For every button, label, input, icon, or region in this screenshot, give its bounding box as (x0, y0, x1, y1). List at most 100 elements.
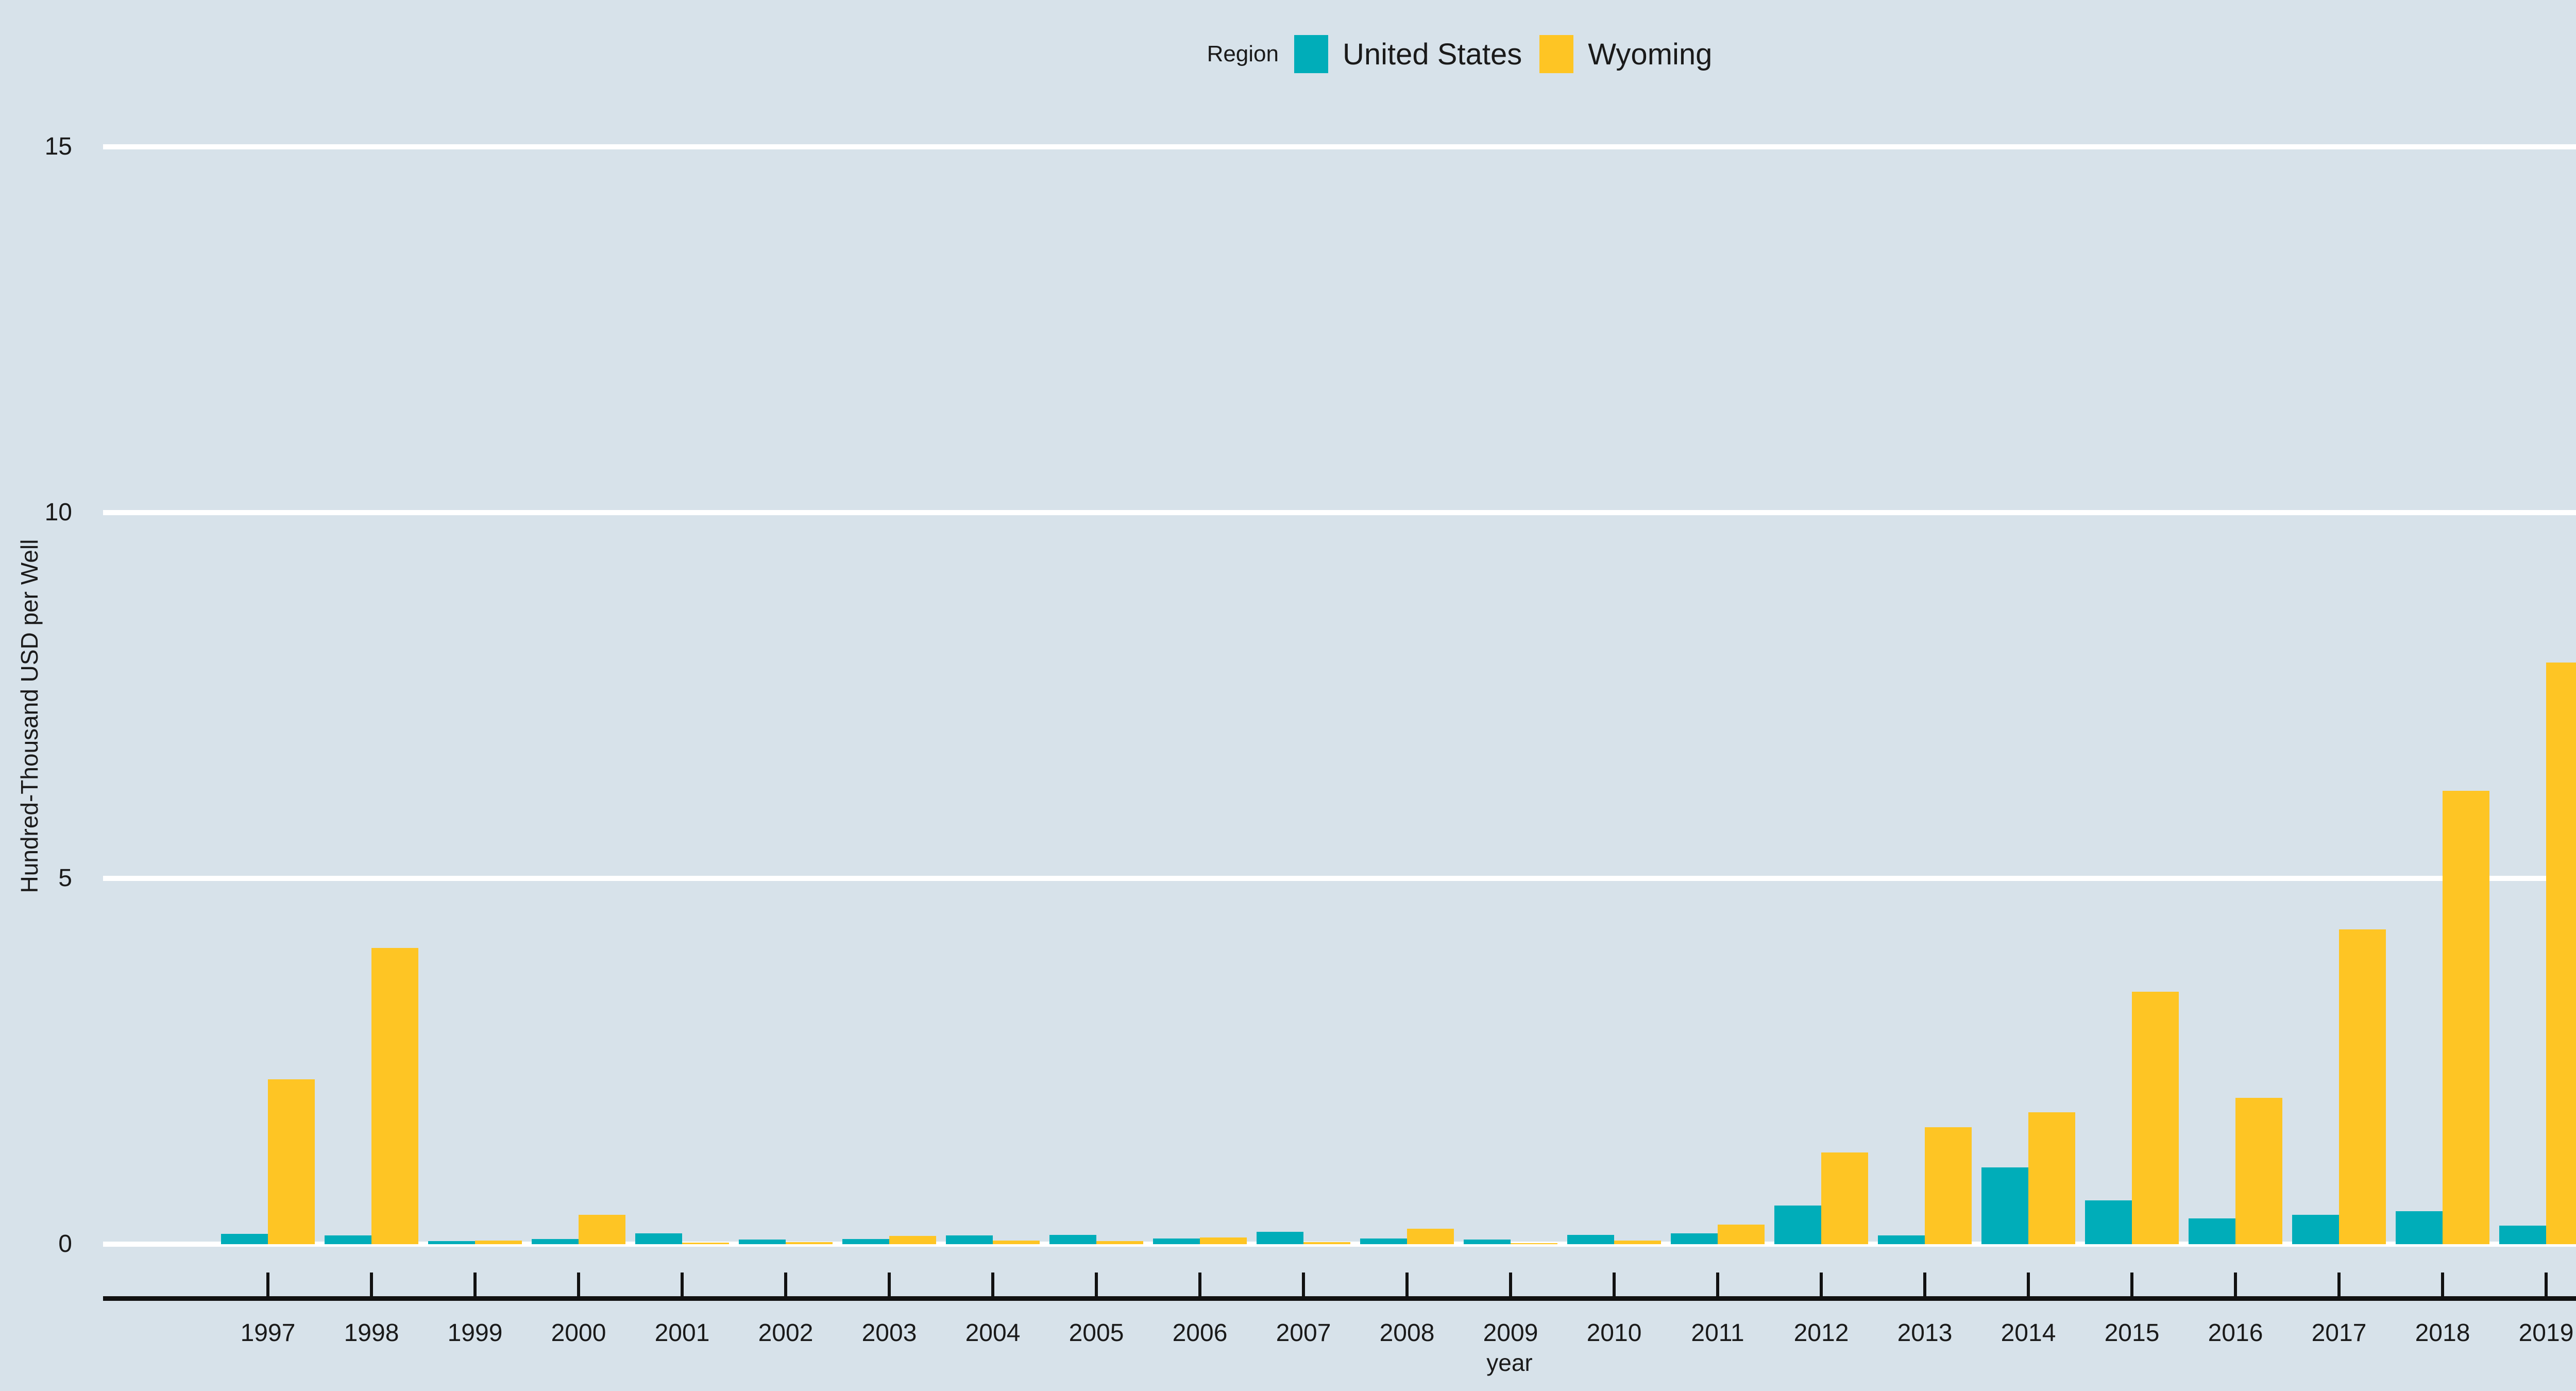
bar-1998-united-states (325, 1235, 371, 1244)
legend-item-wyoming: Wyoming (1539, 35, 1712, 73)
x-tick-2001 (681, 1273, 684, 1296)
x-tick-label-2006: 2006 (1172, 1319, 1228, 1347)
legend-title: Region (1207, 41, 1279, 66)
bar-2001-wyoming (682, 1243, 729, 1244)
x-tick-2017 (2337, 1273, 2341, 1296)
x-tick-label-1997: 1997 (240, 1319, 296, 1347)
x-tick-label-2011: 2011 (1691, 1319, 1744, 1347)
x-tick-2009 (1509, 1273, 1512, 1296)
bar-1999-wyoming (475, 1241, 522, 1244)
y-tick-label-0: 0 (58, 1230, 72, 1258)
x-tick-2000 (577, 1273, 580, 1296)
bar-2013-united-states (1878, 1235, 1925, 1244)
bar-2005-wyoming (1096, 1241, 1143, 1244)
y-tick-label-15: 15 (44, 133, 72, 160)
bar-2002-united-states (739, 1240, 786, 1244)
y-axis-title: Hundred-Thousand USD per Well (16, 539, 43, 893)
x-tick-label-2019: 2019 (2518, 1319, 2574, 1347)
x-tick-2004 (991, 1273, 994, 1296)
bar-2018-wyoming (2443, 791, 2489, 1244)
x-tick-label-2007: 2007 (1276, 1319, 1331, 1347)
bar-2000-united-states (532, 1239, 579, 1244)
x-tick-label-1998: 1998 (344, 1319, 399, 1347)
bar-2001-united-states (635, 1233, 682, 1244)
bar-2017-united-states (2292, 1215, 2339, 1244)
bar-2003-wyoming (889, 1236, 936, 1244)
bar-2006-united-states (1153, 1239, 1200, 1244)
x-tick-label-2008: 2008 (1379, 1319, 1435, 1347)
bar-2009-united-states (1464, 1240, 1511, 1244)
x-tick-2002 (784, 1273, 787, 1296)
y-tick-label-10: 10 (44, 499, 72, 526)
legend: Region United States Wyoming (0, 35, 2576, 73)
bar-2019-wyoming (2546, 663, 2576, 1244)
bar-2004-united-states (946, 1235, 993, 1244)
x-tick-label-2001: 2001 (654, 1319, 710, 1347)
x-tick-2016 (2234, 1273, 2237, 1296)
x-tick-2008 (1405, 1273, 1409, 1296)
x-tick-2010 (1613, 1273, 1616, 1296)
x-tick-2007 (1302, 1273, 1305, 1296)
x-tick-label-2012: 2012 (1793, 1319, 1849, 1347)
bar-2011-united-states (1671, 1233, 1718, 1244)
x-tick-1997 (266, 1273, 269, 1296)
x-tick-2012 (1820, 1273, 1823, 1296)
bar-2019-united-states (2499, 1226, 2546, 1244)
bar-2015-united-states (2085, 1200, 2132, 1244)
x-tick-label-2009: 2009 (1483, 1319, 1538, 1347)
x-tick-label-2016: 2016 (2208, 1319, 2263, 1347)
x-tick-label-2010: 2010 (1586, 1319, 1642, 1347)
bar-1997-wyoming (268, 1079, 315, 1244)
bar-2009-wyoming (1511, 1243, 1557, 1244)
bar-2005-united-states (1049, 1235, 1096, 1244)
x-tick-2018 (2441, 1273, 2444, 1296)
x-tick-label-2014: 2014 (2001, 1319, 2056, 1347)
bar-1999-united-states (428, 1241, 475, 1244)
y-tick-label-5: 5 (58, 864, 72, 892)
x-tick-2015 (2130, 1273, 2133, 1296)
x-tick-label-2013: 2013 (1897, 1319, 1953, 1347)
bar-2008-wyoming (1407, 1229, 1454, 1244)
bar-2007-wyoming (1303, 1242, 1350, 1244)
bar-2011-wyoming (1718, 1225, 1765, 1244)
gridline-y-10 (103, 510, 2576, 515)
gridline-y-0 (103, 1242, 2576, 1247)
united-states-swatch-icon (1294, 35, 1328, 73)
legend-label-wyoming: Wyoming (1588, 37, 1713, 71)
x-tick-label-2004: 2004 (965, 1319, 1021, 1347)
bar-2016-united-states (2189, 1218, 2235, 1244)
x-tick-1999 (473, 1273, 477, 1296)
bar-2008-united-states (1360, 1239, 1407, 1244)
x-tick-2003 (888, 1273, 891, 1296)
bar-2014-wyoming (2028, 1112, 2075, 1244)
x-axis-title: year (1486, 1349, 1533, 1376)
x-tick-label-2000: 2000 (551, 1319, 606, 1347)
x-tick-1998 (370, 1273, 373, 1296)
wyoming-swatch-icon (1539, 35, 1574, 73)
bar-2014-united-states (1981, 1167, 2028, 1244)
bar-2012-wyoming (1821, 1152, 1868, 1244)
x-tick-2011 (1716, 1273, 1719, 1296)
x-tick-2014 (2027, 1273, 2030, 1296)
gridline-y-15 (103, 144, 2576, 149)
bar-2012-united-states (1774, 1206, 1821, 1244)
bar-2017-wyoming (2339, 929, 2386, 1244)
x-tick-label-2018: 2018 (2415, 1319, 2470, 1347)
bar-2004-wyoming (993, 1241, 1040, 1244)
x-tick-label-2017: 2017 (2311, 1319, 2367, 1347)
bar-1998-wyoming (371, 948, 418, 1244)
legend-label-united-states: United States (1343, 37, 1522, 71)
bar-2007-united-states (1257, 1232, 1303, 1244)
x-tick-label-2003: 2003 (861, 1319, 917, 1347)
x-tick-2006 (1198, 1273, 1201, 1296)
bar-2015-wyoming (2132, 992, 2179, 1244)
bar-2013-wyoming (1925, 1127, 1972, 1244)
bar-2016-wyoming (2235, 1098, 2282, 1244)
x-tick-label-2005: 2005 (1069, 1319, 1124, 1347)
bar-2018-united-states (2396, 1211, 2443, 1244)
x-axis-line (103, 1296, 2576, 1301)
bar-2003-united-states (842, 1239, 889, 1244)
bar-2010-wyoming (1614, 1241, 1661, 1244)
bar-2000-wyoming (579, 1215, 625, 1244)
